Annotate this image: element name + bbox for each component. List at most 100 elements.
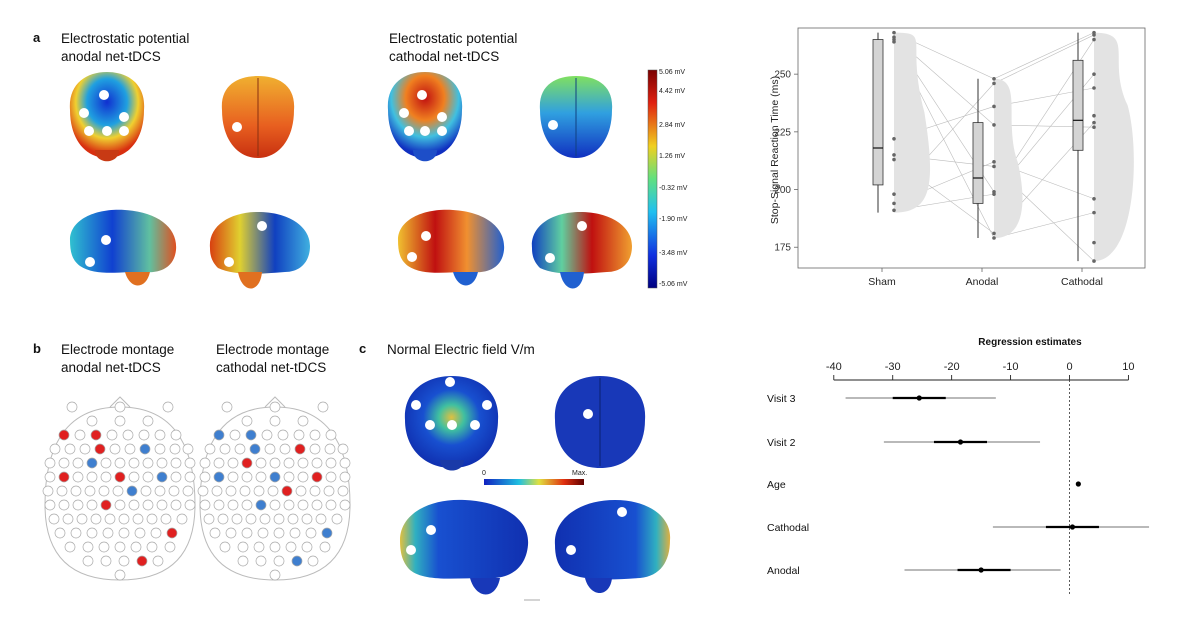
data-point <box>1092 196 1096 201</box>
electrode <box>219 443 231 455</box>
box-ytick-label-0: 175 <box>774 243 791 254</box>
electrode <box>100 555 112 567</box>
stimulation-electrode <box>86 457 98 469</box>
electrode <box>261 429 273 441</box>
electrode <box>154 485 166 497</box>
electrode <box>339 457 351 469</box>
electrode <box>277 429 289 441</box>
electrode <box>176 513 188 525</box>
electrode <box>255 555 267 567</box>
electrode <box>118 513 130 525</box>
electrode <box>273 513 285 525</box>
data-point <box>992 76 996 81</box>
electrode <box>82 541 94 553</box>
electrode <box>317 401 329 413</box>
electrode <box>325 429 337 441</box>
data-point <box>992 164 996 169</box>
electrode <box>309 429 321 441</box>
panel-a-letter: a <box>33 30 41 45</box>
forest-estimate <box>957 439 964 445</box>
colorbar-label-2: 2.84 mV <box>659 122 686 129</box>
brain-cathodal-front <box>387 72 463 162</box>
electrode <box>82 555 94 567</box>
electrode <box>305 527 317 539</box>
violin-anodal <box>994 78 1023 239</box>
electrode <box>84 485 96 497</box>
data-point <box>992 160 996 164</box>
electrode <box>309 485 321 497</box>
forest-estimate <box>978 567 984 573</box>
electrode <box>269 415 281 427</box>
stimulation-electrode <box>249 443 261 455</box>
brain-anodal-front <box>69 72 145 162</box>
electrode <box>295 485 307 497</box>
electrode <box>114 415 126 427</box>
electrode <box>128 471 140 483</box>
colorbar-label-3: 1.26 mV <box>659 153 686 160</box>
electrode <box>273 555 285 567</box>
data-point <box>992 81 996 86</box>
electrode <box>323 485 335 497</box>
electrode <box>297 471 309 483</box>
stimulation-electrode <box>311 471 323 483</box>
data-point <box>1092 240 1096 245</box>
electrode <box>124 443 136 455</box>
electrode <box>213 499 225 511</box>
electrode <box>64 443 76 455</box>
electrode <box>297 499 309 511</box>
electrode <box>100 471 112 483</box>
electrode <box>211 485 223 497</box>
electrode <box>199 499 211 511</box>
electrode <box>325 457 337 469</box>
stimulation-electrode <box>166 527 178 539</box>
electrode <box>150 527 162 539</box>
electrode <box>225 485 237 497</box>
electrode <box>307 555 319 567</box>
electrode <box>337 443 349 455</box>
electrode <box>86 499 98 511</box>
data-point <box>1092 120 1096 125</box>
electrode <box>231 513 243 525</box>
brain-anodal-right <box>209 212 310 289</box>
electrode <box>154 443 166 455</box>
electrode <box>285 541 297 553</box>
box-chart-frame <box>797 27 1146 269</box>
box-ytick-label-2: 225 <box>774 127 791 138</box>
data-point <box>892 157 896 162</box>
data-point <box>892 30 896 35</box>
stimulation-electrode <box>156 471 168 483</box>
electrode <box>164 541 176 553</box>
electrode <box>142 471 154 483</box>
forest-title: Regression estimates <box>978 337 1082 348</box>
electrode <box>134 527 146 539</box>
stimulation-electrode <box>58 471 70 483</box>
electrode <box>100 457 112 469</box>
electrode <box>227 457 239 469</box>
box-sham <box>872 39 884 186</box>
electrode <box>227 499 239 511</box>
electrode <box>146 541 158 553</box>
electrode <box>309 443 321 455</box>
electrode <box>241 499 253 511</box>
brain-anodal-left <box>70 209 177 286</box>
efield-scale-max: Max. <box>572 470 588 477</box>
electrode <box>311 499 323 511</box>
electrode <box>182 443 194 455</box>
panel-b-title-cathodal-line1: Electrode montage <box>216 342 330 357</box>
electrode <box>237 555 249 567</box>
box-chart-ylabel: Stop-Signal Reaction Time (ms) <box>769 76 781 224</box>
panel-a-title-anodal: Electrostatic potential anodal net-tDCS <box>61 30 189 66</box>
colorbar-label-4: -0.32 mV <box>659 185 688 192</box>
efield-scale-min: 0 <box>482 470 486 477</box>
electrode <box>62 513 74 525</box>
efield-brain-left <box>400 499 529 595</box>
electrode <box>234 443 246 455</box>
electrode <box>72 471 84 483</box>
stimulation-electrode <box>245 429 257 441</box>
electrode <box>44 499 56 511</box>
stimulation-electrode <box>213 429 225 441</box>
electrode <box>98 541 110 553</box>
electrode <box>86 415 98 427</box>
electrode <box>138 429 150 441</box>
electrode <box>311 457 323 469</box>
